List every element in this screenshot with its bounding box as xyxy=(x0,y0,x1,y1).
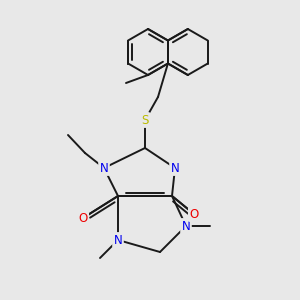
Text: S: S xyxy=(141,113,149,127)
Text: N: N xyxy=(182,220,190,232)
Text: N: N xyxy=(171,161,179,175)
Text: N: N xyxy=(100,161,108,175)
Text: O: O xyxy=(78,212,88,224)
Text: N: N xyxy=(114,233,122,247)
Text: O: O xyxy=(189,208,199,220)
